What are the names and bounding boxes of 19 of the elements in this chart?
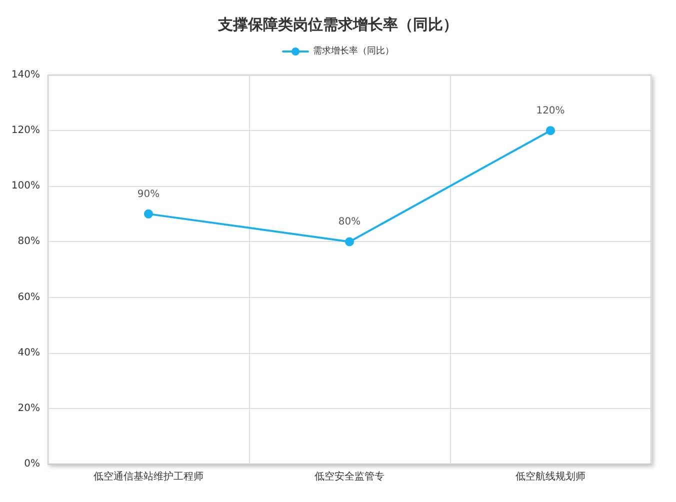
point [144,209,153,218]
x-tick-label: 低空安全监管专 [314,470,384,482]
y-tick-label: 80% [18,236,40,248]
y-tick-label: 20% [18,402,40,414]
point [345,237,354,246]
legend-label: 需求增长率（同比） [313,46,394,56]
y-tick-label: 100% [11,180,40,192]
y-tick-label: 40% [18,347,40,358]
data-label: 80% [338,216,361,228]
data-label: 120% [536,106,565,117]
chart-title: 支撑保障类岗位需求增长率（同比） [217,16,458,34]
y-tick-label: 120% [11,125,40,136]
point [546,126,555,136]
y-tick-label: 140% [11,70,40,80]
y-tick-label: 0% [24,458,40,470]
x-tick-label: 低空航线规划师 [516,470,586,482]
y-tick-label: 60% [18,292,40,303]
data-label: 90% [137,188,160,200]
x-tick-label: 低空通信基站维护工程师 [94,470,204,482]
